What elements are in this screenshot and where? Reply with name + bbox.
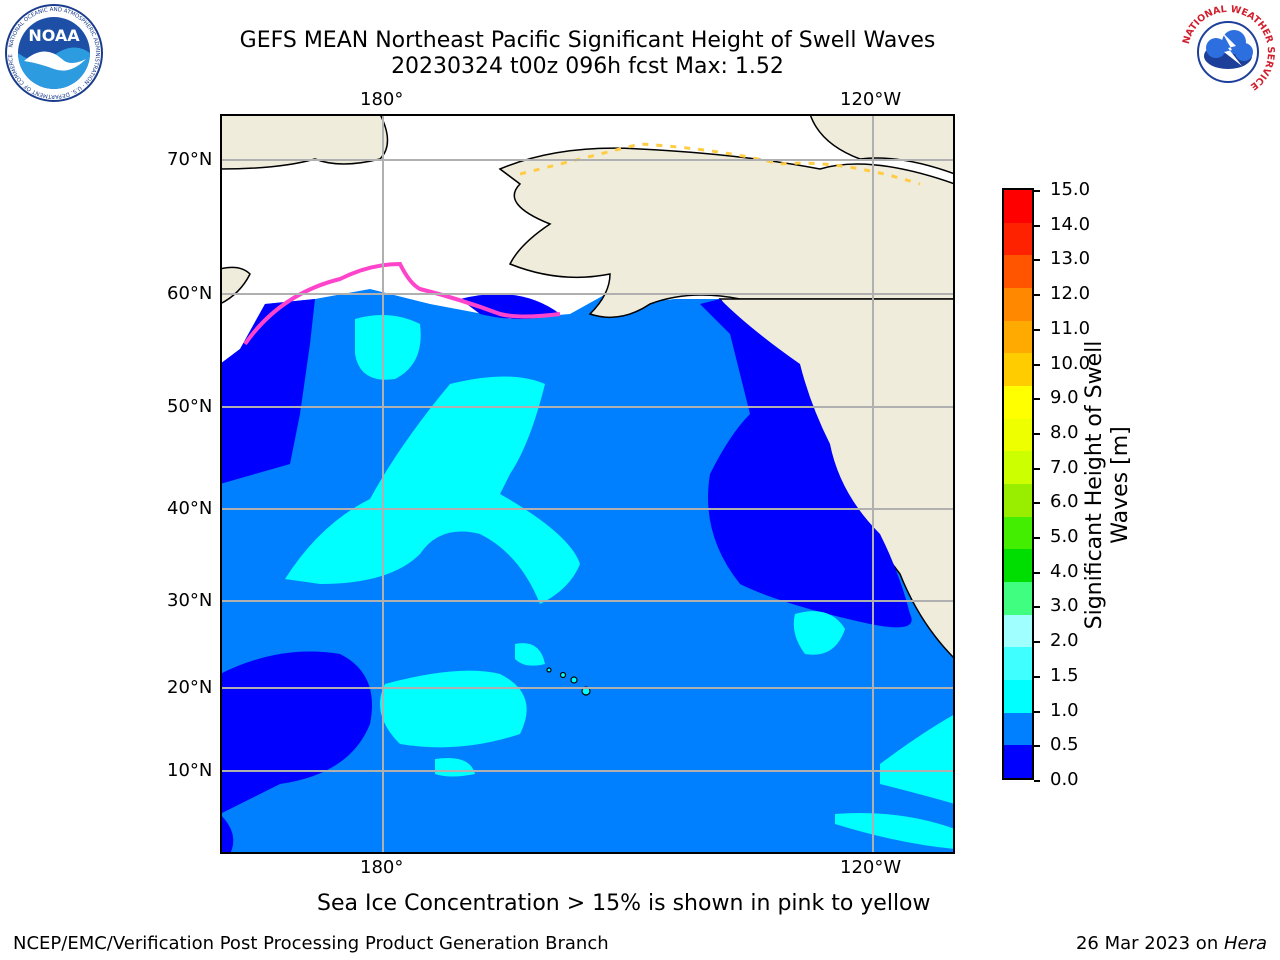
noaa-logo-text: NOAA — [28, 26, 80, 45]
colorbar-tick-label: 0.0 — [1050, 769, 1079, 790]
colorbar-segment — [1004, 581, 1032, 615]
colorbar-label-line2: Waves [m] — [1108, 426, 1133, 544]
colorbar-tick-mark — [1034, 780, 1040, 782]
colorbar-tick-label: 9.0 — [1050, 387, 1079, 409]
colorbar-tick-label: 1.0 — [1050, 699, 1079, 721]
colorbar-tick-label: 7.0 — [1050, 456, 1079, 478]
colorbar-tick-mark — [1034, 328, 1040, 331]
colorbar-segment — [1004, 353, 1032, 386]
map-frame — [220, 114, 955, 854]
colorbar-segment — [1004, 451, 1032, 484]
map-subtitle: 20230324 t00z 096h fcst Max: 1.52 — [391, 54, 784, 79]
colorbar-ticks: 15.0 14.0 13.0 12.0 11.0 10.0 9.0 8.0 7.0 6.0 5.0 4… — [1034, 179, 1110, 790]
colorbar-segment — [1004, 745, 1032, 778]
colorbar-segment — [1004, 385, 1032, 419]
colorbar-segment — [1004, 614, 1032, 648]
colorbar-tick-label: 13.0 — [1050, 248, 1091, 270]
colorbar-label-line1: Significant Height of Swell — [1082, 340, 1107, 630]
nws-logo-icon: NATIONAL WEATHER SERVICE — [1178, 2, 1278, 102]
swell-mid-aleutian — [355, 315, 421, 380]
colorbar-tick-mark — [1034, 537, 1040, 540]
colorbar-tick-label: 14.0 — [1050, 213, 1091, 235]
swell-low-northwest — [220, 299, 315, 484]
lat-label-60n: 60°N — [167, 283, 213, 304]
colorbar-segment — [1004, 287, 1032, 321]
colorbar-tick-mark — [1034, 675, 1040, 678]
land-siberia — [219, 113, 389, 170]
lon-label-top-120w: 120°W — [840, 89, 902, 110]
colorbar-tick-label: 4.0 — [1050, 560, 1079, 582]
colorbar-segment — [1004, 255, 1032, 288]
lat-label-10n: 10°N — [167, 760, 213, 781]
colorbar — [1002, 188, 1034, 780]
colorbar-tick-label: 3.0 — [1050, 595, 1079, 617]
lat-label-40n: 40°N — [167, 498, 213, 519]
swell-mid-small — [515, 643, 545, 666]
colorbar-tick-label: 1.5 — [1050, 664, 1079, 686]
sea-ice-fringe-south — [243, 261, 561, 346]
sea-ice-note: Sea Ice Concentration > 15% is shown in … — [317, 891, 931, 916]
colorbar-segment — [1004, 679, 1032, 713]
lon-label-bottom-120w: 120°W — [840, 857, 902, 878]
land-alaska — [498, 147, 956, 319]
swell-mid-hawaii — [380, 670, 527, 748]
colorbar-tick-mark — [1034, 259, 1040, 262]
colorbar-tick-label: 8.0 — [1050, 421, 1079, 443]
colorbar-tick-mark — [1034, 398, 1040, 401]
lat-label-70n: 70°N — [167, 149, 213, 170]
swell-mid-east — [793, 611, 845, 655]
swell-mid-southeast — [880, 714, 955, 804]
swell-low-southwest — [220, 651, 372, 814]
colorbar-tick-label: 6.0 — [1050, 491, 1079, 513]
colorbar-tick-mark — [1034, 502, 1040, 505]
colorbar-tick-label: 0.5 — [1050, 734, 1079, 756]
colorbar-tick-mark — [1034, 745, 1040, 748]
colorbar-tick-label: 11.0 — [1050, 317, 1091, 339]
colorbar-tick-mark — [1034, 224, 1040, 227]
colorbar-segment — [1004, 189, 1032, 223]
colorbar-segment — [1004, 712, 1032, 746]
colorbar-tick-label: 15.0 — [1050, 179, 1091, 200]
swell-low-east-coast — [700, 299, 912, 628]
colorbar-tick-label: 10.0 — [1050, 352, 1091, 374]
lat-label-20n: 20°N — [167, 677, 213, 698]
lat-label-30n: 30°N — [167, 590, 213, 611]
sea-ice-fringe-north — [519, 142, 921, 186]
colorbar-segment — [1004, 320, 1032, 354]
footer-credit: NCEP/EMC/Verification Post Processing Pr… — [13, 933, 609, 954]
colorbar-tick-mark — [1034, 710, 1040, 713]
footer-machine: Hera — [1223, 933, 1267, 954]
lon-label-top-180: 180° — [360, 89, 404, 110]
colorbar-tick-mark — [1034, 294, 1040, 297]
graticule — [220, 114, 955, 854]
footer-date-text: 26 Mar 2023 on — [1075, 933, 1224, 954]
swell-low-southwest-edge — [220, 814, 234, 854]
colorbar-segment — [1004, 222, 1032, 256]
noaa-logo-icon: NOAA NATIONAL OCEANIC AND ATMOSPHERIC AD… — [4, 3, 104, 103]
colorbar-tick-mark — [1034, 641, 1040, 644]
colorbar-tick-mark — [1034, 467, 1040, 470]
colorbar-tick-label: 2.0 — [1050, 630, 1079, 652]
colorbar-segment — [1004, 418, 1032, 452]
colorbar-tick-mark — [1034, 432, 1040, 435]
swell-mid-south-band — [835, 813, 955, 849]
colorbar-tick-label: 5.0 — [1050, 526, 1079, 548]
lon-label-bottom-180: 180° — [360, 857, 404, 878]
colorbar-segment — [1004, 483, 1032, 517]
colorbar-segment — [1004, 549, 1032, 582]
colorbar-segment — [1004, 516, 1032, 550]
swell-mid-central — [285, 376, 580, 604]
map-title: GEFS MEAN Northeast Pacific Significant … — [239, 28, 936, 53]
footer-date: 26 Mar 2023 on Hera — [1076, 933, 1267, 954]
swell-low-bering — [460, 294, 560, 319]
swell-height-map — [219, 113, 956, 854]
colorbar-tick-mark — [1034, 190, 1040, 192]
colorbar-tick-label: 12.0 — [1050, 283, 1091, 305]
colorbar-tick-mark — [1034, 571, 1040, 574]
colorbar-segment — [1004, 647, 1032, 680]
colorbar-tick-mark — [1034, 363, 1040, 366]
colorbar-tick-mark — [1034, 606, 1040, 609]
lat-label-50n: 50°N — [167, 396, 213, 417]
